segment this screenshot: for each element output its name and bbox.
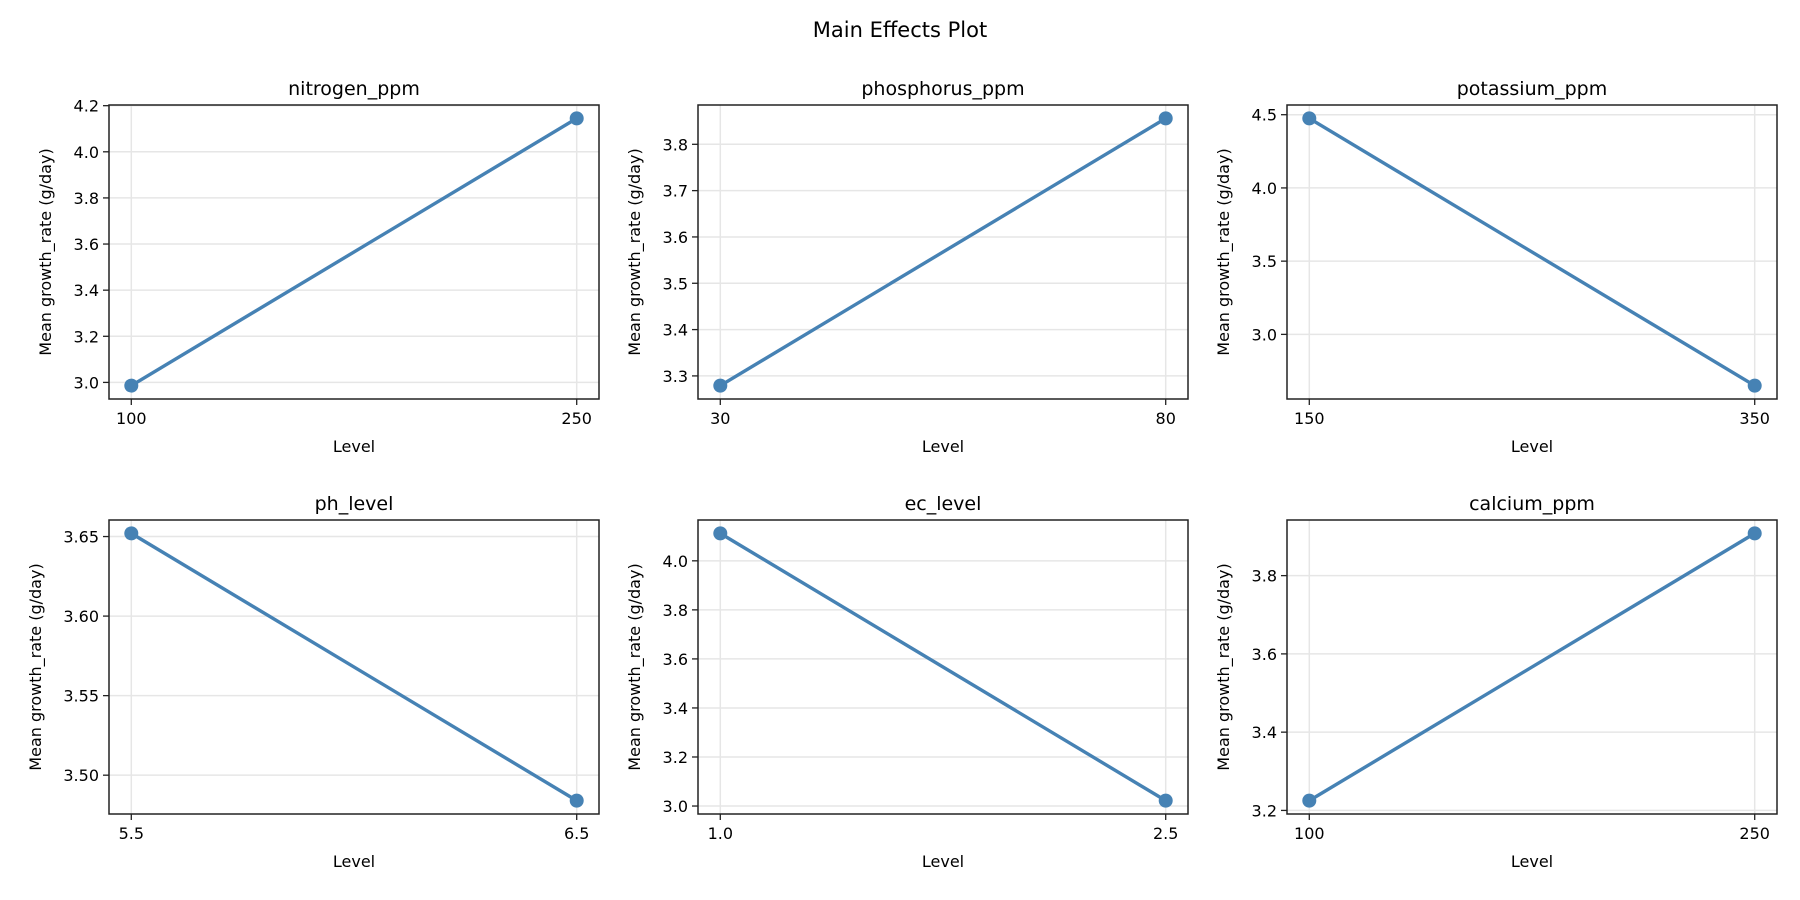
data-point — [1158, 111, 1173, 126]
y-tick-label: 3.2 — [1252, 801, 1277, 820]
y-tick-label: 3.3 — [663, 367, 688, 386]
y-axis-label: Mean growth_rate (g/day) — [36, 148, 56, 355]
x-tick-label: 350 — [1739, 409, 1770, 428]
subplot-potassium_ppm: 3.0 3.5 4.0 4.5 150 350 potassium_ppm Level Mean… — [1214, 78, 1778, 456]
y-tick-label: 3.5 — [1252, 252, 1277, 271]
data-point — [569, 111, 584, 126]
subplot-title: potassium_ppm — [1457, 78, 1608, 100]
subplot-phosphorus_ppm: 3.3 3.4 3.5 3.6 3.7 3.8 30 80 phosphorus_ppm Leve… — [625, 78, 1189, 456]
x-axis-label: Level — [922, 852, 964, 871]
data-point — [569, 793, 584, 808]
y-tick-label: 3.8 — [663, 601, 688, 620]
x-tick-label: 250 — [561, 409, 592, 428]
axes-frame — [1286, 104, 1778, 400]
axes-frame — [1286, 519, 1778, 815]
y-tick-label: 3.4 — [74, 281, 99, 300]
subplot-ph_level: 3.50 3.55 3.60 3.65 5.5 6.5 ph_level Level Mean … — [26, 493, 600, 871]
x-axis-label: Level — [333, 437, 375, 456]
data-point — [1302, 793, 1317, 808]
y-axis-label: Mean growth_rate (g/day) — [26, 563, 46, 770]
x-tick-label: 5.5 — [119, 824, 144, 843]
axes-frame — [697, 104, 1189, 400]
x-axis-label: Level — [333, 852, 375, 871]
y-tick-label: 3.55 — [63, 687, 99, 706]
data-point — [1302, 111, 1317, 126]
x-tick-label: 30 — [710, 409, 730, 428]
x-tick-label: 6.5 — [564, 824, 589, 843]
y-tick-label: 3.0 — [663, 797, 688, 816]
y-tick-label: 3.4 — [1252, 723, 1277, 742]
subplot-title: phosphorus_ppm — [861, 78, 1024, 100]
axes-frame — [697, 519, 1189, 815]
y-tick-label: 3.4 — [663, 699, 688, 718]
y-axis-label: Mean growth_rate (g/day) — [625, 563, 645, 770]
y-tick-label: 4.5 — [1252, 106, 1277, 125]
x-tick-label: 100 — [116, 409, 147, 428]
series-line — [1308, 531, 1756, 803]
figure-title: Main Effects Plot — [813, 18, 987, 42]
y-tick-label: 4.0 — [663, 552, 688, 571]
y-tick-label: 3.6 — [663, 228, 688, 247]
subplot-calcium_ppm: 3.2 3.4 3.6 3.8 100 250 calcium_ppm Level Mean g… — [1214, 493, 1778, 871]
y-tick-label: 4.0 — [74, 143, 99, 162]
y-axis-label: Mean growth_rate (g/day) — [1214, 563, 1234, 770]
axes-frame — [108, 104, 600, 400]
data-point — [1747, 526, 1762, 541]
x-tick-label: 2.5 — [1153, 824, 1178, 843]
data-point — [124, 526, 139, 541]
subplot-title: ph_level — [315, 493, 394, 515]
series-line — [130, 531, 578, 803]
x-axis-label: Level — [1511, 437, 1553, 456]
data-point — [1747, 378, 1762, 393]
series-line — [719, 116, 1167, 388]
data-point — [124, 378, 139, 393]
data-point — [713, 526, 728, 541]
x-axis-label: Level — [1511, 852, 1553, 871]
subplot-title: calcium_ppm — [1469, 493, 1595, 515]
y-axis-label: Mean growth_rate (g/day) — [625, 148, 645, 355]
data-point — [713, 378, 728, 393]
subplot-title: nitrogen_ppm — [288, 78, 420, 100]
x-tick-label: 250 — [1739, 824, 1770, 843]
y-axis-label: Mean growth_rate (g/day) — [1214, 148, 1234, 355]
x-tick-label: 100 — [1294, 824, 1325, 843]
x-tick-label: 150 — [1294, 409, 1325, 428]
subplot-title: ec_level — [905, 493, 982, 515]
subplot-nitrogen_ppm: 3.0 3.2 3.4 3.6 3.8 4.0 4.2 100 250 nitrogen_ppm L… — [36, 78, 600, 456]
x-tick-label: 80 — [1156, 409, 1176, 428]
y-tick-label: 3.5 — [663, 274, 688, 293]
y-tick-label: 4.2 — [74, 97, 99, 116]
y-tick-label: 3.65 — [63, 528, 99, 547]
y-tick-label: 3.60 — [63, 607, 99, 626]
series-line — [130, 116, 578, 388]
series-line — [719, 531, 1167, 803]
y-tick-label: 4.0 — [1252, 179, 1277, 198]
x-axis-label: Level — [922, 437, 964, 456]
axes-frame — [108, 519, 600, 815]
y-tick-label: 3.4 — [663, 321, 688, 340]
data-point — [1158, 793, 1173, 808]
y-tick-label: 3.6 — [74, 235, 99, 254]
y-tick-label: 3.2 — [663, 748, 688, 767]
y-tick-label: 3.8 — [74, 189, 99, 208]
y-tick-label: 3.2 — [74, 327, 99, 346]
series-line — [1308, 116, 1756, 388]
y-tick-label: 3.7 — [663, 182, 688, 201]
y-tick-label: 3.50 — [63, 766, 99, 785]
y-tick-label: 3.8 — [663, 135, 688, 154]
y-tick-label: 3.0 — [1252, 325, 1277, 344]
y-tick-label: 3.8 — [1252, 567, 1277, 586]
y-tick-label: 3.0 — [74, 373, 99, 392]
y-tick-label: 3.6 — [1252, 645, 1277, 664]
x-tick-label: 1.0 — [708, 824, 733, 843]
subplot-ec_level: 3.0 3.2 3.4 3.6 3.8 4.0 1.0 2.5 ec_level Level Mea… — [625, 493, 1189, 871]
y-tick-label: 3.6 — [663, 650, 688, 669]
